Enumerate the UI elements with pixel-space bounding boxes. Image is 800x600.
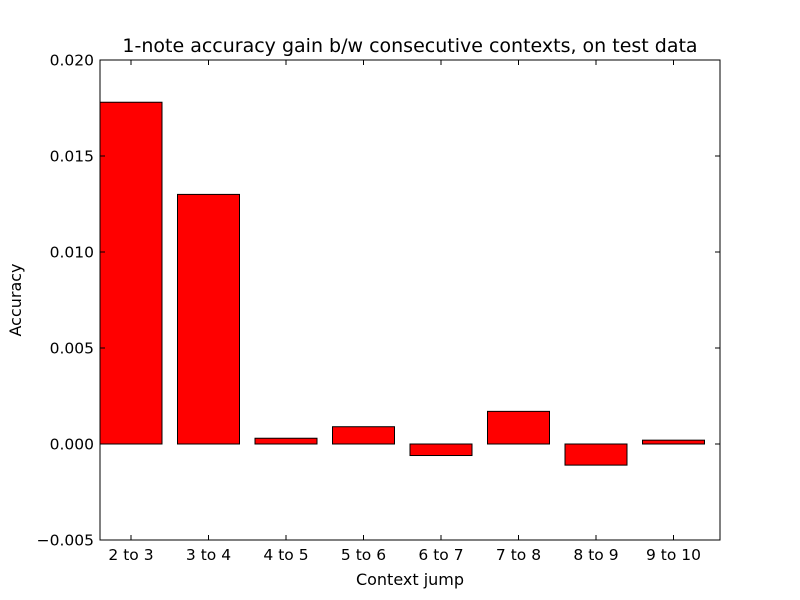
x-tick-label: 4 to 5 (263, 546, 308, 564)
y-tick-label: 0.015 (50, 148, 94, 166)
bar-5 (409, 443, 473, 457)
chart-title: 1-note accuracy gain b/w consecutive con… (122, 35, 697, 57)
x-tick-label: 6 to 7 (418, 546, 463, 564)
bar-6 (487, 410, 550, 445)
bar-4 (332, 426, 395, 445)
y-tick-label: 0.000 (50, 436, 94, 454)
x-tick-label: 5 to 6 (341, 546, 386, 564)
x-tick-label: 7 to 8 (496, 546, 541, 564)
y-tick-label: −0.005 (37, 532, 94, 550)
bar-7 (564, 443, 628, 466)
x-ticks-group: 2 to 3 3 to 4 4 to 5 5 to 6 6 to 7 7 to 8 8 to… (108, 60, 701, 564)
bar-1 (99, 101, 163, 445)
x-tick-label: 8 to 9 (573, 546, 618, 564)
bars-group (99, 101, 705, 466)
x-tick-label: 3 to 4 (186, 546, 231, 564)
x-axis-label: Context jump (356, 570, 464, 589)
y-ticks-group: −0.005 0.000 0.005 0.010 0.015 0.020 (37, 52, 720, 550)
y-tick-label: 0.010 (50, 244, 94, 262)
x-tick-label: 2 to 3 (108, 546, 153, 564)
y-tick-label: 0.005 (50, 340, 94, 358)
y-axis-label: Accuracy (6, 263, 25, 336)
bar-8 (642, 439, 705, 445)
plot-frame (99, 59, 721, 541)
bar-3 (254, 437, 318, 445)
y-tick-label: 0.020 (50, 52, 94, 70)
bar-2 (177, 193, 240, 445)
x-tick-label: 9 to 10 (646, 546, 701, 564)
